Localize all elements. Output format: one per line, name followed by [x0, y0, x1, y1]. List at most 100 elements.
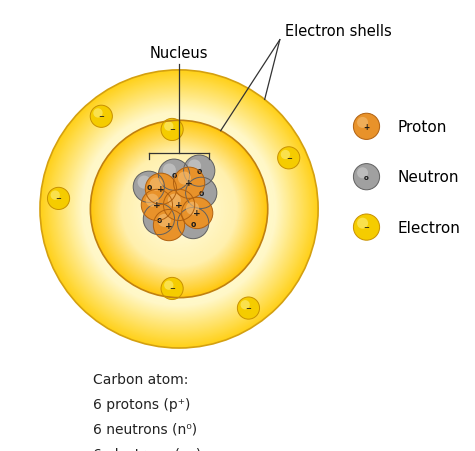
Circle shape	[171, 202, 187, 217]
Circle shape	[124, 154, 235, 265]
Circle shape	[164, 194, 194, 225]
Circle shape	[113, 143, 246, 276]
Circle shape	[90, 121, 268, 298]
Circle shape	[141, 171, 218, 248]
Circle shape	[170, 200, 189, 219]
Text: −: −	[286, 156, 292, 161]
Circle shape	[90, 106, 113, 128]
Circle shape	[174, 204, 184, 215]
Circle shape	[143, 174, 215, 245]
Circle shape	[128, 159, 230, 260]
Circle shape	[163, 164, 176, 177]
Circle shape	[168, 194, 181, 207]
Text: +: +	[153, 201, 161, 210]
Circle shape	[188, 160, 201, 173]
Circle shape	[127, 157, 231, 262]
Circle shape	[142, 172, 217, 247]
Circle shape	[118, 149, 240, 270]
Circle shape	[132, 162, 227, 257]
Circle shape	[121, 152, 237, 267]
Circle shape	[85, 116, 273, 303]
Circle shape	[102, 132, 256, 287]
Circle shape	[127, 158, 231, 261]
Circle shape	[128, 159, 230, 260]
Circle shape	[95, 125, 263, 294]
Circle shape	[238, 297, 259, 319]
Circle shape	[131, 161, 228, 258]
Circle shape	[156, 187, 202, 232]
Circle shape	[95, 126, 263, 293]
Circle shape	[75, 106, 284, 313]
Circle shape	[240, 300, 250, 310]
Circle shape	[112, 143, 246, 276]
Circle shape	[83, 114, 275, 305]
Circle shape	[139, 169, 219, 250]
Circle shape	[82, 112, 276, 307]
Circle shape	[178, 208, 180, 211]
Circle shape	[76, 106, 282, 313]
Circle shape	[56, 87, 302, 332]
Text: +: +	[157, 185, 165, 194]
Circle shape	[357, 118, 368, 129]
Circle shape	[98, 129, 260, 290]
Circle shape	[89, 120, 269, 299]
Circle shape	[137, 168, 221, 251]
Circle shape	[151, 182, 207, 237]
Circle shape	[148, 208, 161, 221]
Circle shape	[105, 135, 253, 284]
Circle shape	[133, 164, 225, 255]
Circle shape	[158, 189, 200, 230]
Circle shape	[281, 151, 290, 160]
Circle shape	[93, 123, 266, 296]
Circle shape	[143, 173, 215, 246]
Circle shape	[66, 96, 293, 323]
Circle shape	[108, 139, 250, 280]
Text: Neutron: Neutron	[398, 170, 459, 185]
Circle shape	[172, 203, 186, 216]
Circle shape	[166, 197, 192, 222]
Circle shape	[177, 207, 181, 212]
Circle shape	[163, 190, 195, 221]
Circle shape	[147, 178, 211, 241]
Circle shape	[117, 147, 241, 272]
Circle shape	[41, 72, 317, 347]
Circle shape	[115, 145, 243, 274]
Circle shape	[120, 151, 238, 268]
Text: +: +	[363, 123, 370, 132]
Circle shape	[74, 104, 285, 315]
Circle shape	[109, 139, 249, 280]
Circle shape	[125, 156, 233, 263]
Circle shape	[92, 123, 266, 296]
Circle shape	[93, 124, 265, 295]
Circle shape	[159, 190, 199, 229]
Circle shape	[168, 198, 190, 221]
Circle shape	[115, 146, 243, 273]
Circle shape	[122, 153, 236, 266]
Circle shape	[94, 124, 264, 295]
Circle shape	[161, 119, 183, 141]
Circle shape	[133, 163, 226, 256]
Circle shape	[176, 207, 182, 212]
Circle shape	[98, 129, 260, 290]
Circle shape	[70, 101, 288, 318]
Text: −: −	[169, 127, 175, 133]
Circle shape	[148, 178, 210, 241]
Circle shape	[94, 124, 265, 295]
Circle shape	[95, 126, 263, 293]
Circle shape	[45, 75, 314, 344]
Circle shape	[116, 147, 242, 272]
Text: 6 electrons (e⁻): 6 electrons (e⁻)	[94, 446, 202, 451]
Text: 6 protons (p⁺): 6 protons (p⁺)	[94, 397, 191, 411]
Circle shape	[357, 168, 368, 179]
Circle shape	[161, 191, 198, 228]
Circle shape	[108, 139, 250, 280]
Circle shape	[79, 110, 279, 309]
Circle shape	[142, 172, 216, 247]
Circle shape	[167, 198, 191, 221]
Circle shape	[176, 206, 182, 213]
Circle shape	[168, 198, 190, 221]
Circle shape	[53, 83, 305, 336]
Circle shape	[135, 166, 223, 253]
Text: −: −	[363, 225, 370, 230]
Circle shape	[155, 185, 203, 234]
